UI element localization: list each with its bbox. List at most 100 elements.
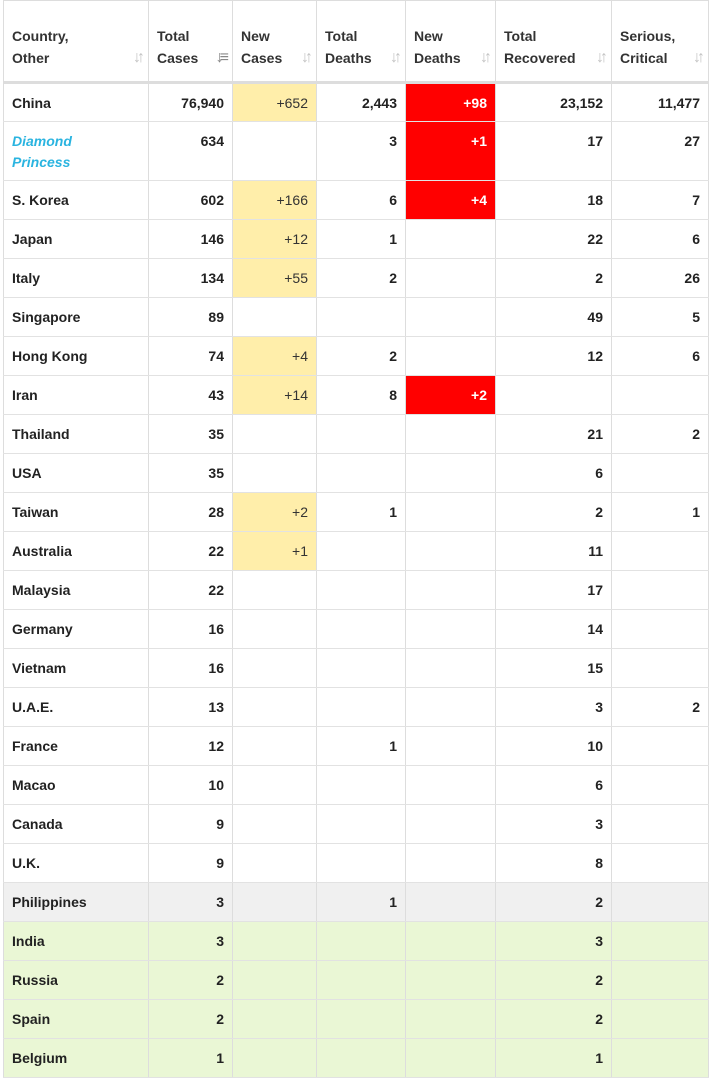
- cell-new-cases: +166: [232, 180, 317, 220]
- header-label-line2: Recovered: [504, 50, 576, 66]
- cell-new-cases: [232, 765, 317, 805]
- cell-serious-critical: [611, 609, 709, 649]
- table-row: Australia 22 +1 11: [3, 531, 709, 571]
- table-row: Malaysia 22 17: [3, 570, 709, 610]
- cell-total-deaths: 2,443: [316, 82, 406, 122]
- cell-new-cases: +652: [232, 82, 317, 122]
- cell-total-deaths: [316, 843, 406, 883]
- cell-new-cases: [232, 687, 317, 727]
- cell-serious-critical: [611, 960, 709, 1000]
- header-total-deaths[interactable]: Total Deaths ↓↑: [316, 0, 406, 84]
- cell-total-deaths: [316, 414, 406, 454]
- header-label: New Cases: [241, 25, 308, 69]
- cell-total-recovered: 15: [495, 648, 612, 688]
- cell-total-cases: 76,940: [148, 82, 233, 122]
- cell-total-recovered: 23,152: [495, 82, 612, 122]
- cell-serious-critical: [611, 882, 709, 922]
- cell-country[interactable]: Diamond Princess: [3, 121, 149, 181]
- cell-new-deaths: [405, 648, 496, 688]
- sort-icon[interactable]: ↓↑: [390, 49, 402, 66]
- cell-total-deaths: 1: [316, 882, 406, 922]
- cell-total-deaths: 2: [316, 336, 406, 376]
- header-country[interactable]: Country, Other ↓↑: [3, 0, 149, 84]
- cell-total-cases: 9: [148, 843, 233, 883]
- header-row: Country, Other ↓↑ Total Cases ↓≡ New Cases ↓↑ Tot…: [3, 0, 709, 84]
- header-new-cases[interactable]: New Cases ↓↑: [232, 0, 317, 84]
- cell-country: Canada: [3, 804, 149, 844]
- cell-new-deaths: [405, 960, 496, 1000]
- cell-total-recovered: 8: [495, 843, 612, 883]
- cell-country: Spain: [3, 999, 149, 1039]
- sort-icon[interactable]: ↓↑: [301, 49, 313, 66]
- header-total-recovered[interactable]: Total Recovered ↓↑: [495, 0, 612, 84]
- cell-total-cases: 16: [148, 648, 233, 688]
- table-row: USA 35 6: [3, 453, 709, 493]
- cell-total-recovered: 17: [495, 570, 612, 610]
- sort-icon[interactable]: ↓↑: [133, 49, 145, 66]
- cell-total-recovered: 1: [495, 1038, 612, 1078]
- cell-total-deaths: [316, 999, 406, 1039]
- table-row: Macao 10 6: [3, 765, 709, 805]
- covid-stats-table: Country, Other ↓↑ Total Cases ↓≡ New Cases ↓↑ Tot…: [3, 0, 709, 1078]
- table-row: Diamond Princess 634 3 +1 17 27: [3, 121, 709, 181]
- cell-new-cases: [232, 609, 317, 649]
- cell-serious-critical: [611, 1038, 709, 1078]
- cell-total-cases: 10: [148, 765, 233, 805]
- cell-total-cases: 2: [148, 999, 233, 1039]
- cell-serious-critical: 1: [611, 492, 709, 532]
- cell-total-recovered: 2: [495, 960, 612, 1000]
- table-row: U.A.E. 13 3 2: [3, 687, 709, 727]
- header-new-deaths[interactable]: New Deaths ↓↑: [405, 0, 496, 84]
- header-label: New Deaths: [414, 25, 487, 69]
- cell-country: Thailand: [3, 414, 149, 454]
- cell-new-deaths: [405, 726, 496, 766]
- cell-new-cases: [232, 414, 317, 454]
- table-row: France 12 1 10: [3, 726, 709, 766]
- cell-new-deaths: [405, 921, 496, 961]
- country-link-line1[interactable]: Diamond: [12, 133, 72, 149]
- cell-country: U.A.E.: [3, 687, 149, 727]
- cell-country: Italy: [3, 258, 149, 298]
- sort-desc-icon[interactable]: ↓≡: [215, 49, 229, 66]
- table-row: Canada 9 3: [3, 804, 709, 844]
- cell-country: Malaysia: [3, 570, 149, 610]
- cell-serious-critical: 2: [611, 687, 709, 727]
- cell-total-cases: 2: [148, 960, 233, 1000]
- cell-new-cases: +2: [232, 492, 317, 532]
- cell-country: Australia: [3, 531, 149, 571]
- cell-total-recovered: 2: [495, 258, 612, 298]
- table-row: Iran 43 +14 8 +2: [3, 375, 709, 415]
- header-label-line1: Total: [504, 28, 537, 44]
- table-row: Germany 16 14: [3, 609, 709, 649]
- country-link-line2[interactable]: Princess: [12, 154, 71, 170]
- cell-country: U.K.: [3, 843, 149, 883]
- header-label-line1: Total: [325, 28, 358, 44]
- cell-new-deaths: [405, 414, 496, 454]
- cell-country: Vietnam: [3, 648, 149, 688]
- cell-total-cases: 3: [148, 882, 233, 922]
- sort-icon[interactable]: ↓↑: [480, 49, 492, 66]
- header-label-line1: Country,: [12, 28, 69, 44]
- sort-icon[interactable]: ↓↑: [693, 49, 705, 66]
- header-serious-critical[interactable]: Serious, Critical ↓↑: [611, 0, 709, 84]
- table-row: Taiwan 28 +2 1 2 1: [3, 492, 709, 532]
- cell-country: Singapore: [3, 297, 149, 337]
- cell-serious-critical: [611, 999, 709, 1039]
- sort-icon[interactable]: ↓↑: [596, 49, 608, 66]
- table-row: Thailand 35 21 2: [3, 414, 709, 454]
- cell-new-cases: [232, 921, 317, 961]
- country-link[interactable]: Diamond Princess: [12, 133, 72, 170]
- cell-country: USA: [3, 453, 149, 493]
- cell-total-deaths: [316, 570, 406, 610]
- cell-new-deaths: [405, 570, 496, 610]
- cell-total-cases: 13: [148, 687, 233, 727]
- cell-new-cases: +12: [232, 219, 317, 259]
- header-total-cases[interactable]: Total Cases ↓≡: [148, 0, 233, 84]
- cell-new-deaths: [405, 609, 496, 649]
- cell-total-cases: 3: [148, 921, 233, 961]
- header-label: Total Deaths: [325, 25, 397, 69]
- cell-new-cases: [232, 297, 317, 337]
- cell-serious-critical: [611, 921, 709, 961]
- cell-total-cases: 602: [148, 180, 233, 220]
- header-label-line2: Deaths: [414, 50, 461, 66]
